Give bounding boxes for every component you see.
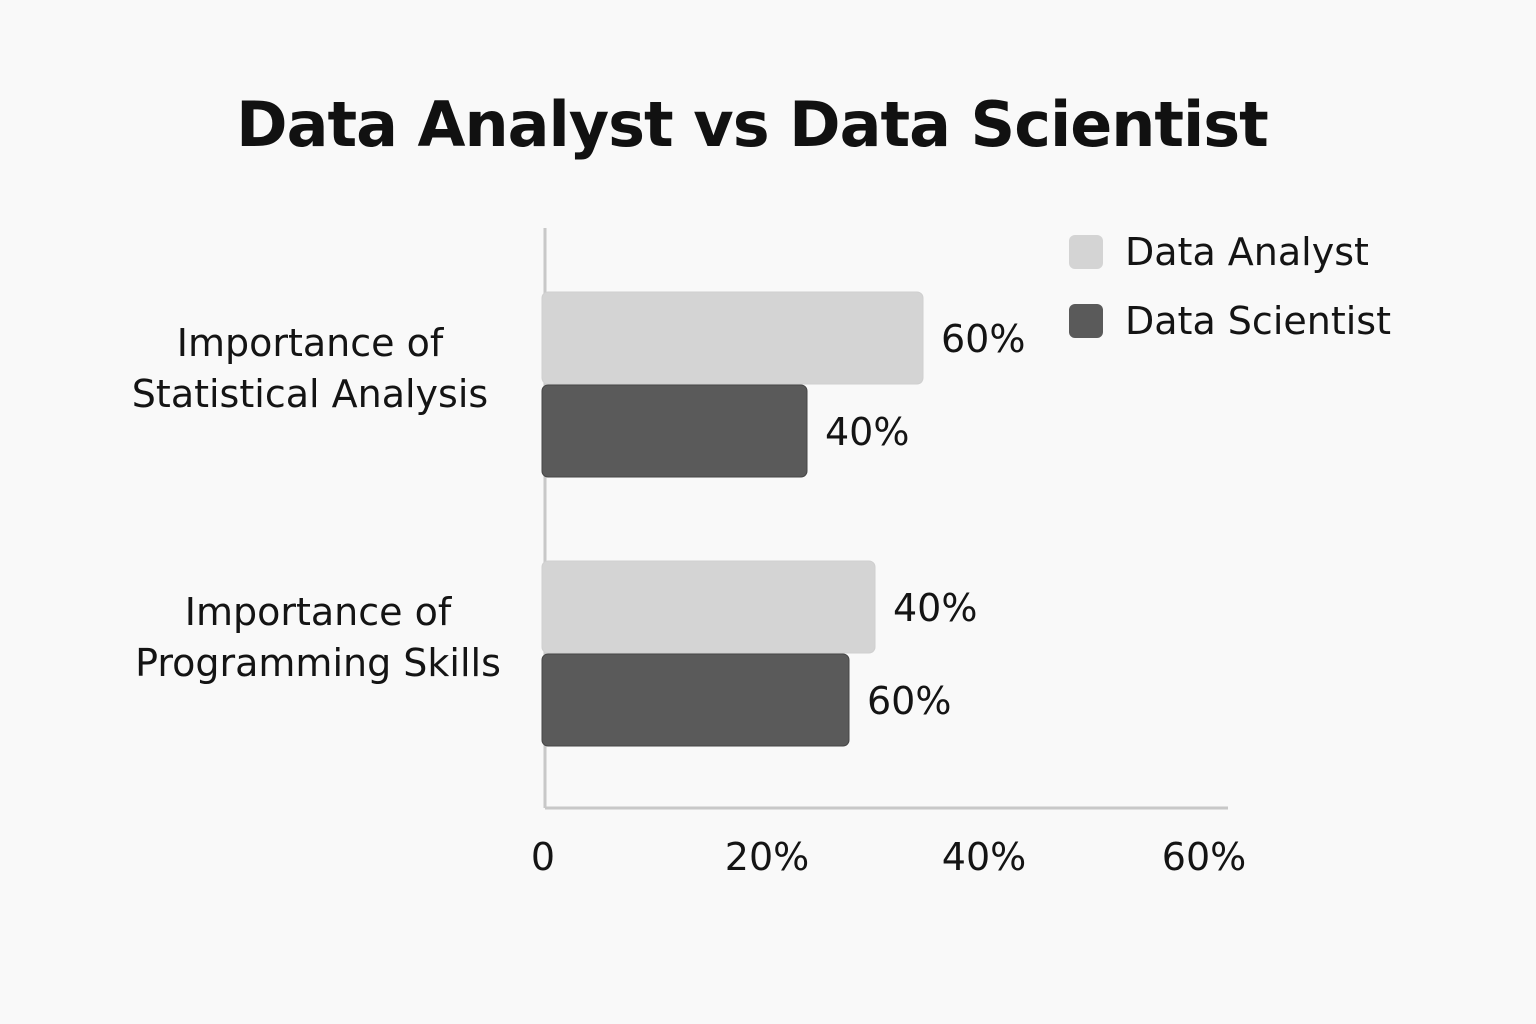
value-label-data-scientist-2: 60% bbox=[867, 679, 951, 723]
legend-label-data-scientist: Data Scientist bbox=[1125, 299, 1391, 343]
x-tick-labels: 0 20% 40% 60% bbox=[531, 835, 1246, 879]
bars-group: 60% 40% 40% 60% bbox=[541, 291, 1025, 747]
category-label-2: Importance of Programming Skills bbox=[135, 590, 501, 685]
bar-data-analyst-1 bbox=[541, 291, 924, 385]
bar-data-analyst-2 bbox=[541, 560, 876, 654]
value-label-data-scientist-1: 40% bbox=[825, 410, 909, 454]
x-tick-label-40pct: 40% bbox=[942, 835, 1026, 879]
bar-data-scientist-1 bbox=[541, 384, 808, 478]
value-label-data-analyst-2: 40% bbox=[893, 586, 977, 630]
value-label-data-analyst-1: 60% bbox=[941, 317, 1025, 361]
legend-swatch-data-analyst bbox=[1069, 235, 1103, 269]
x-tick-label-0: 0 bbox=[531, 835, 555, 879]
chart-title: Data Analyst vs Data Scientist bbox=[236, 88, 1269, 161]
legend-swatch-data-scientist bbox=[1069, 304, 1103, 338]
x-tick-label-60pct: 60% bbox=[1162, 835, 1246, 879]
category-label-1: Importance of Statistical Analysis bbox=[132, 321, 488, 416]
category-labels: Importance of Statistical Analysis Importa… bbox=[132, 321, 501, 685]
bar-data-scientist-2 bbox=[541, 653, 850, 747]
legend: Data Analyst Data Scientist bbox=[1069, 230, 1391, 343]
legend-label-data-analyst: Data Analyst bbox=[1125, 230, 1369, 274]
x-tick-label-20pct: 20% bbox=[725, 835, 809, 879]
